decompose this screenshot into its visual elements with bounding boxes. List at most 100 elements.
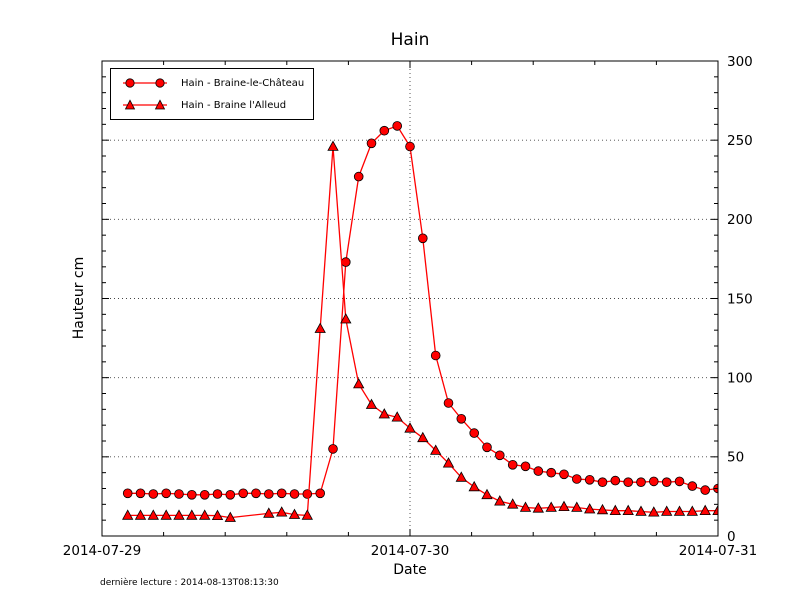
data-point-circle — [584, 474, 595, 485]
data-point-circle — [469, 428, 480, 438]
data-point-circle — [687, 481, 698, 491]
data-point-triangle — [173, 509, 185, 520]
annotation-block: dernière lecture : 2014-08-13T08:13:30 d… — [100, 557, 279, 600]
data-point-triangle — [160, 509, 172, 520]
y-tick-label: 250 — [727, 133, 753, 149]
chart-title: Hain — [390, 30, 430, 50]
series-braine-l-alleud — [122, 140, 718, 522]
x-axis-label: Date — [393, 562, 427, 578]
data-point-circle — [533, 466, 544, 476]
data-point-circle — [559, 469, 569, 480]
data-point-circle — [661, 477, 672, 488]
data-point-triangle — [571, 501, 583, 512]
legend-item-braine-le-chateau: Hain - Braine-le-Château — [120, 76, 304, 90]
data-point-triangle — [686, 505, 698, 516]
data-point-triangle — [147, 509, 159, 520]
data-point-circle — [302, 489, 313, 499]
data-point-triangle — [532, 502, 544, 513]
data-point-triangle — [468, 480, 480, 492]
data-point-triangle — [648, 506, 660, 517]
data-point-triangle — [288, 508, 301, 519]
data-point-triangle — [365, 398, 378, 409]
series-line — [127, 146, 718, 519]
x-tick-labels: 2014-07-29 2014-07-30 2014-07-31 — [63, 543, 757, 559]
x-tick-label: 2014-07-29 — [63, 543, 141, 559]
data-point-triangle — [199, 509, 211, 520]
data-point-circle — [571, 474, 582, 484]
data-point-triangle — [635, 505, 647, 516]
data-point-triangle — [673, 505, 686, 516]
data-point-circle — [379, 125, 390, 136]
data-point-triangle — [186, 509, 198, 520]
data-point-triangle — [211, 509, 224, 520]
data-point-triangle — [404, 422, 416, 433]
data-point-circle — [276, 488, 287, 499]
data-point-triangle — [481, 488, 493, 500]
data-point-triangle — [661, 505, 673, 516]
data-point-circle — [700, 485, 710, 495]
data-point-triangle — [314, 322, 326, 333]
data-point-triangle — [224, 511, 236, 522]
data-point-triangle — [507, 498, 519, 509]
ticks — [101, 60, 719, 537]
data-point-circle — [225, 489, 236, 500]
data-point-circle — [482, 442, 492, 453]
data-point-circle — [520, 461, 531, 472]
data-point-circle — [353, 171, 364, 182]
y-tick-labels: 0 50 100 150 200 250 300 — [727, 54, 753, 545]
data-point-circle — [238, 488, 249, 499]
data-point-triangle — [327, 140, 339, 151]
data-point-triangle — [545, 501, 557, 512]
data-point-circle — [546, 467, 556, 478]
data-point-triangle — [494, 495, 506, 506]
data-point-circle — [174, 489, 184, 499]
data-point-circle — [417, 233, 428, 244]
data-point-triangle — [340, 313, 352, 324]
data-point-circle — [187, 489, 197, 500]
data-point-circle — [212, 489, 223, 499]
y-tick-label: 0 — [727, 529, 736, 545]
data-point-circle — [456, 413, 467, 424]
y-axis-label: Hauteur cm — [71, 256, 87, 340]
data-point-triangle — [122, 509, 134, 520]
data-point-triangle — [263, 507, 275, 518]
data-point-triangle — [622, 504, 634, 515]
data-point-circle — [199, 489, 210, 500]
last-reading-text: dernière lecture : 2014-08-13T08:13:30 — [100, 578, 279, 588]
data-point-circle — [340, 257, 351, 267]
data-point-circle — [507, 459, 518, 470]
legend-item-braine-l-alleud: Hain - Braine l'Alleud — [120, 98, 304, 112]
y-tick-label: 300 — [727, 54, 753, 70]
data-point-triangle — [596, 503, 609, 515]
data-point-triangle — [430, 444, 442, 455]
data-point-circle — [636, 477, 646, 488]
x-tick-label: 2014-07-30 — [371, 543, 449, 559]
data-point-circle — [674, 476, 685, 487]
data-point-circle — [443, 398, 454, 408]
data-point-triangle — [417, 431, 429, 443]
data-point-circle — [135, 488, 146, 499]
data-point-circle — [392, 121, 403, 131]
data-point-triangle — [558, 500, 570, 511]
grid — [102, 61, 718, 536]
legend-sample-triangle-icon — [123, 99, 167, 110]
data-point-triangle — [353, 377, 365, 389]
data-point-triangle — [378, 408, 390, 419]
x-tick-label: 2014-07-31 — [679, 543, 757, 559]
legend: Hain - Braine-le-Château Hain - Braine l… — [110, 68, 315, 120]
data-point-circle — [161, 488, 172, 499]
data-point-circle — [148, 489, 159, 499]
data-point-circle — [328, 444, 338, 454]
data-point-triangle — [301, 509, 313, 520]
data-point-circle — [405, 141, 415, 152]
data-point-circle — [597, 477, 608, 488]
data-point-circle — [289, 489, 300, 499]
data-point-circle — [430, 350, 441, 361]
y-tick-label: 100 — [727, 371, 753, 387]
data-point-circle — [610, 475, 621, 486]
y-tick-label: 150 — [727, 291, 753, 307]
data-point-triangle — [276, 506, 288, 517]
y-tick-label: 200 — [727, 212, 753, 228]
